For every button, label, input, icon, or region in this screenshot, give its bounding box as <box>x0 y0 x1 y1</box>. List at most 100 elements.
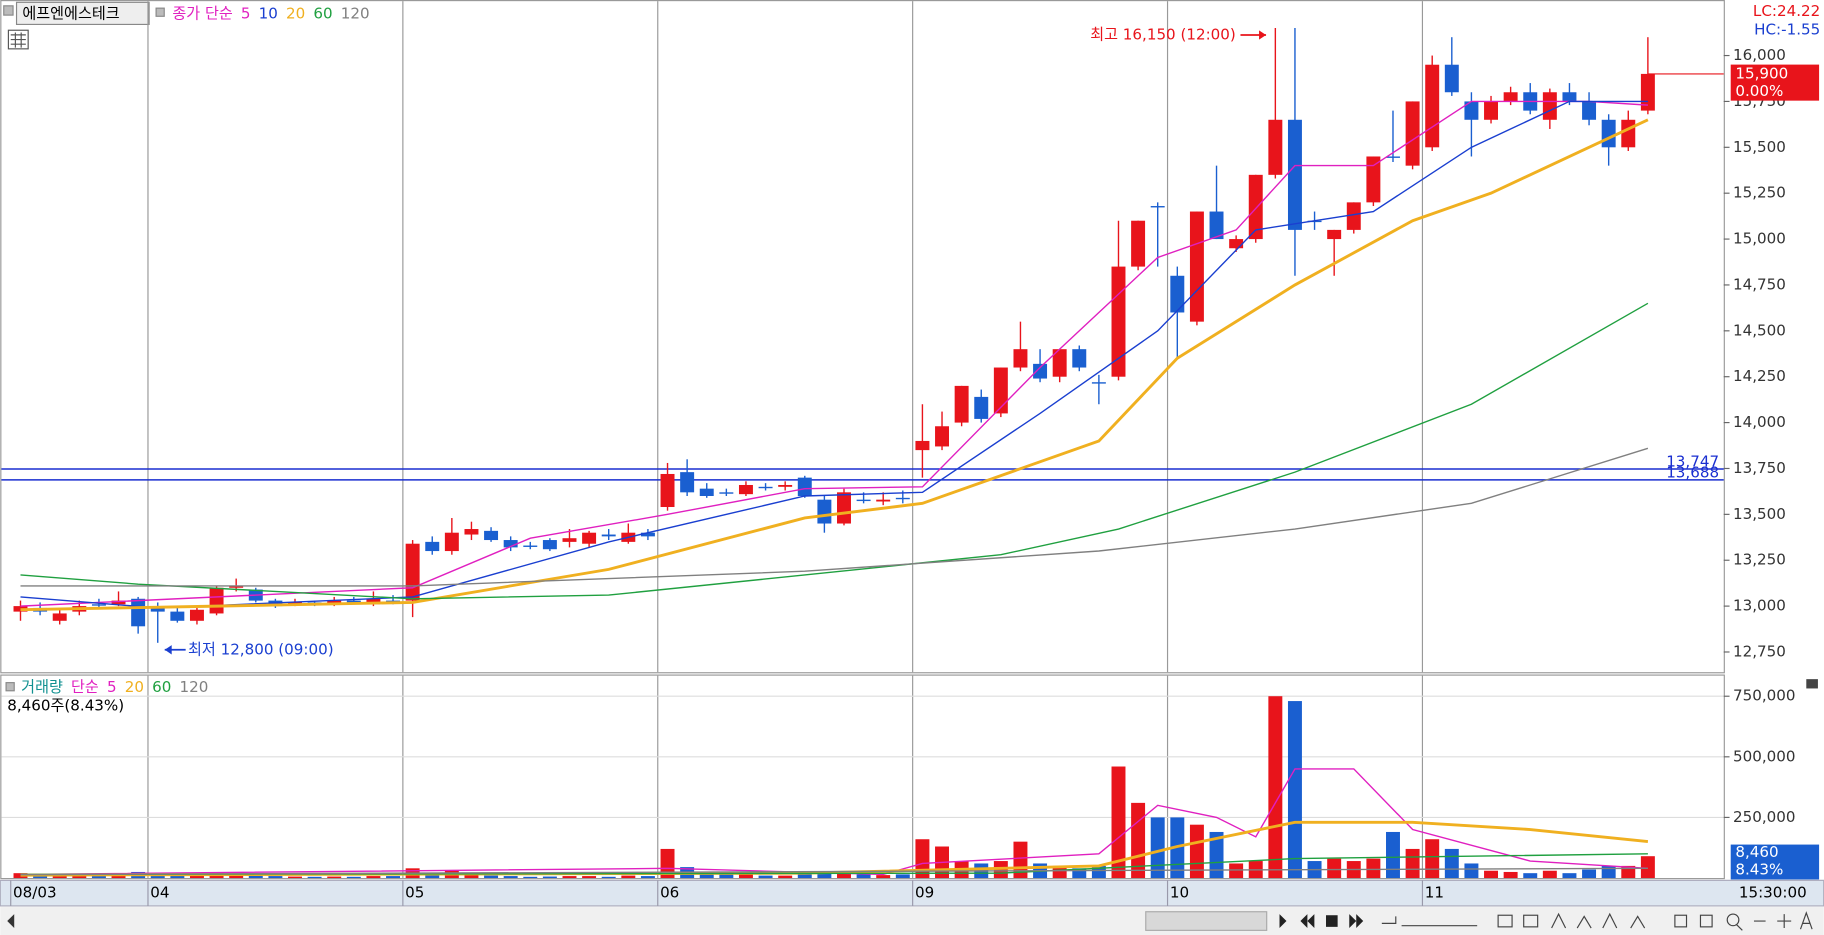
candle-body <box>797 477 812 496</box>
moving-average <box>20 768 1648 876</box>
moving-average <box>20 867 1648 876</box>
legend-entry: 5 <box>241 4 251 22</box>
y-tick-label: 14,000 <box>1733 413 1786 431</box>
y-tick-label: 13,250 <box>1733 551 1786 569</box>
candle-body <box>1425 64 1440 148</box>
last-volume-box <box>1730 844 1820 880</box>
tool-icons[interactable] <box>1381 911 1813 931</box>
legend-icon <box>3 5 14 16</box>
candle-body <box>660 473 675 508</box>
volume-bar <box>1327 858 1342 879</box>
volume-bar <box>1072 868 1087 879</box>
volume-bar <box>601 876 616 879</box>
y-tick-label: 500,000 <box>1733 747 1795 765</box>
volume-bar <box>1484 870 1499 879</box>
candle-body <box>758 486 773 489</box>
candle-body <box>542 540 557 550</box>
candle-body <box>954 385 969 423</box>
volume-bar <box>915 839 930 879</box>
legend-entry: 종가 단순 <box>172 4 233 22</box>
volume-bar <box>523 876 538 879</box>
volume-bar <box>1052 865 1067 879</box>
stock-title: 에프엔에스테크 <box>22 4 119 22</box>
y-tick-label: 14,250 <box>1733 367 1786 385</box>
date-label: 10 <box>1170 884 1189 902</box>
time-label: 15:30:00 <box>1739 884 1807 902</box>
candle-body <box>150 606 165 612</box>
candle-body <box>1091 382 1106 384</box>
volume-bar <box>621 875 636 879</box>
candle-body <box>1542 92 1557 120</box>
volume-bar <box>719 874 734 879</box>
y-tick-label: 13,000 <box>1733 597 1786 615</box>
moving-average <box>20 100 1648 609</box>
volume-bar <box>1111 766 1126 879</box>
volume-bar <box>1601 865 1616 879</box>
volume-bar <box>1562 873 1577 879</box>
candle-body <box>1229 239 1244 249</box>
title-box[interactable] <box>15 1 150 26</box>
y-tick-label: 15,500 <box>1733 138 1786 156</box>
candle-body <box>209 587 224 614</box>
volume-bar <box>307 876 322 879</box>
candle-body <box>1405 101 1420 166</box>
playback-buttons[interactable] <box>1279 914 1364 929</box>
candle-body <box>91 604 106 606</box>
candle-body <box>640 532 655 537</box>
y-tick-label: 15,000 <box>1733 230 1786 248</box>
candle-body <box>935 426 950 447</box>
y-tick-label: 14,750 <box>1733 275 1786 293</box>
volume-bar <box>425 874 440 879</box>
y-tick-label: 15,250 <box>1733 184 1786 202</box>
volume-bar <box>464 874 479 879</box>
candle-body <box>1150 206 1165 208</box>
volume-bar <box>1542 870 1557 879</box>
candle-body <box>876 499 891 502</box>
candle-body <box>1248 174 1263 240</box>
legend-entry: 60 <box>152 678 171 696</box>
price-panel <box>0 0 1725 674</box>
volume-bar <box>72 875 87 879</box>
panel-icon[interactable] <box>1806 679 1818 689</box>
last-price-label: 15,900 <box>1735 64 1788 82</box>
legend-entry: 120 <box>341 4 370 22</box>
volume-bar <box>778 875 793 879</box>
volume-bar <box>1386 831 1400 879</box>
y-tick-label: 14,500 <box>1733 321 1786 339</box>
candle-body <box>484 530 499 541</box>
legend-entry: 단순 <box>71 678 99 696</box>
volume-bar <box>327 876 342 879</box>
y-tick-label: 250,000 <box>1733 808 1795 826</box>
candle-body <box>1209 211 1224 240</box>
scroll-thumb[interactable] <box>1145 911 1268 931</box>
volume-bar <box>817 871 832 879</box>
candle-body <box>1601 119 1616 148</box>
volume-bar <box>229 875 244 879</box>
moving-average <box>20 118 1649 612</box>
volume-bar <box>484 875 499 879</box>
volume-bar <box>562 876 577 879</box>
candle-body <box>856 499 871 502</box>
volume-bar <box>1366 858 1381 879</box>
legend-entry: 120 <box>180 678 209 696</box>
candle-body <box>1503 92 1518 102</box>
volume-bar <box>386 876 401 879</box>
volume-info: 8,460주(8.43%) <box>7 696 124 714</box>
scroll-left[interactable] <box>7 914 15 929</box>
candle-body <box>1287 119 1302 230</box>
candle-body <box>699 488 714 496</box>
volume-bar <box>856 874 871 879</box>
y-tick-label: 16,000 <box>1733 46 1786 64</box>
legend-entry: 10 <box>259 4 278 22</box>
date-label: 08/03 <box>13 884 57 902</box>
volume-bar <box>640 876 655 879</box>
candle-body <box>425 541 440 552</box>
last-volume-label: 8,460 <box>1735 843 1778 861</box>
volume-bar <box>660 848 675 879</box>
volume-bar <box>1405 848 1420 879</box>
candle-body <box>1170 275 1185 313</box>
annotation-arrowhead <box>164 645 172 655</box>
candle-body <box>386 600 401 602</box>
volume-bar <box>1287 701 1302 879</box>
